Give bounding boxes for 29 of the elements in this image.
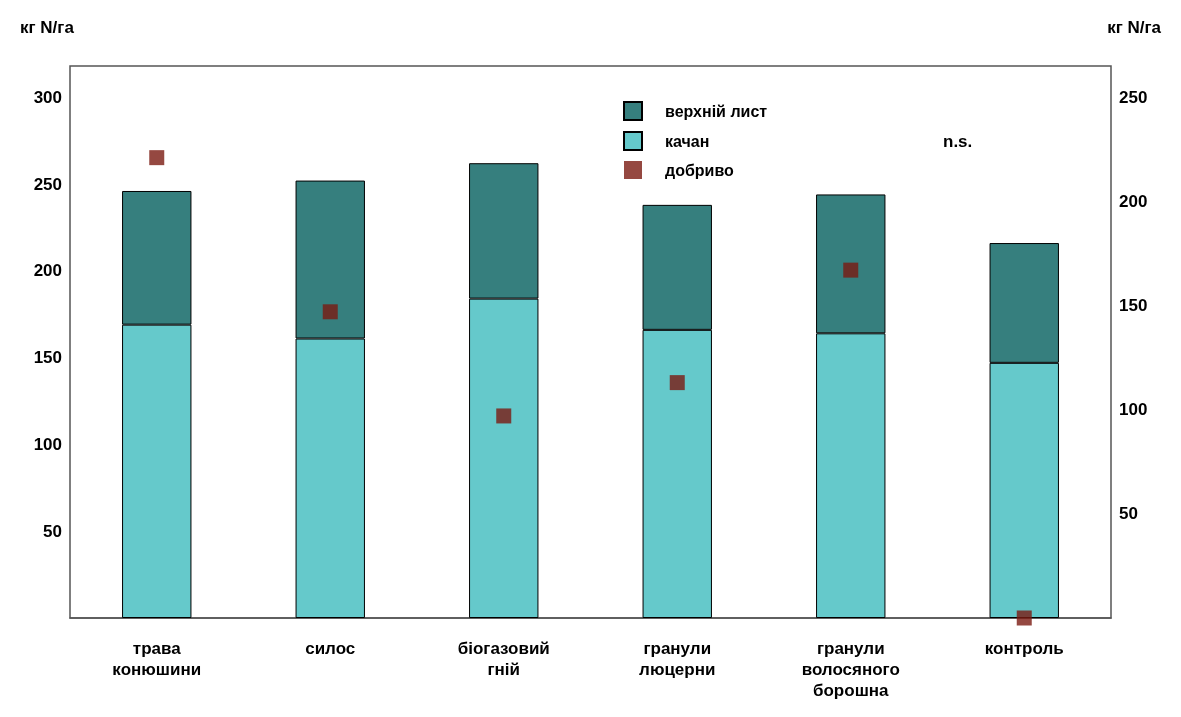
x-tick-label: силос (305, 639, 356, 658)
y2-axis-title: кг N/га (1107, 18, 1162, 37)
point (1016, 610, 1032, 626)
point (496, 408, 512, 424)
point (669, 375, 685, 391)
legend-label: добриво (665, 161, 735, 179)
point (149, 150, 165, 166)
point (322, 304, 338, 320)
y2-tick-label: 150 (1119, 296, 1148, 316)
x-tick-label: гранули люцерни (639, 639, 716, 679)
y-tick-label: 200 (33, 261, 62, 281)
y2-tick-label: 50 (1119, 504, 1138, 524)
y-axis-title: кг N/га (20, 18, 75, 37)
x-tick-label: трава конюшини (112, 639, 202, 679)
legend-label: верхній лист (665, 102, 768, 120)
y2-tick-label: 200 (1119, 191, 1148, 211)
y-tick-label: 300 (33, 87, 62, 107)
y-tick-label: 150 (33, 348, 62, 368)
legend-label: качан (665, 132, 710, 150)
point (843, 262, 859, 278)
y-tick-label: 250 (33, 174, 62, 194)
y2-tick-label: 100 (1119, 400, 1148, 420)
y2-tick-label: 250 (1119, 87, 1148, 107)
x-tick-label: контроль (984, 639, 1064, 658)
y-tick-label: 50 (43, 521, 62, 541)
x-tick-label: біогазовий гній (457, 639, 550, 679)
annotation: n.s. (943, 132, 973, 151)
y-tick-label: 100 (33, 434, 62, 454)
x-tick-label: гранули волосяного борошна (801, 639, 900, 700)
